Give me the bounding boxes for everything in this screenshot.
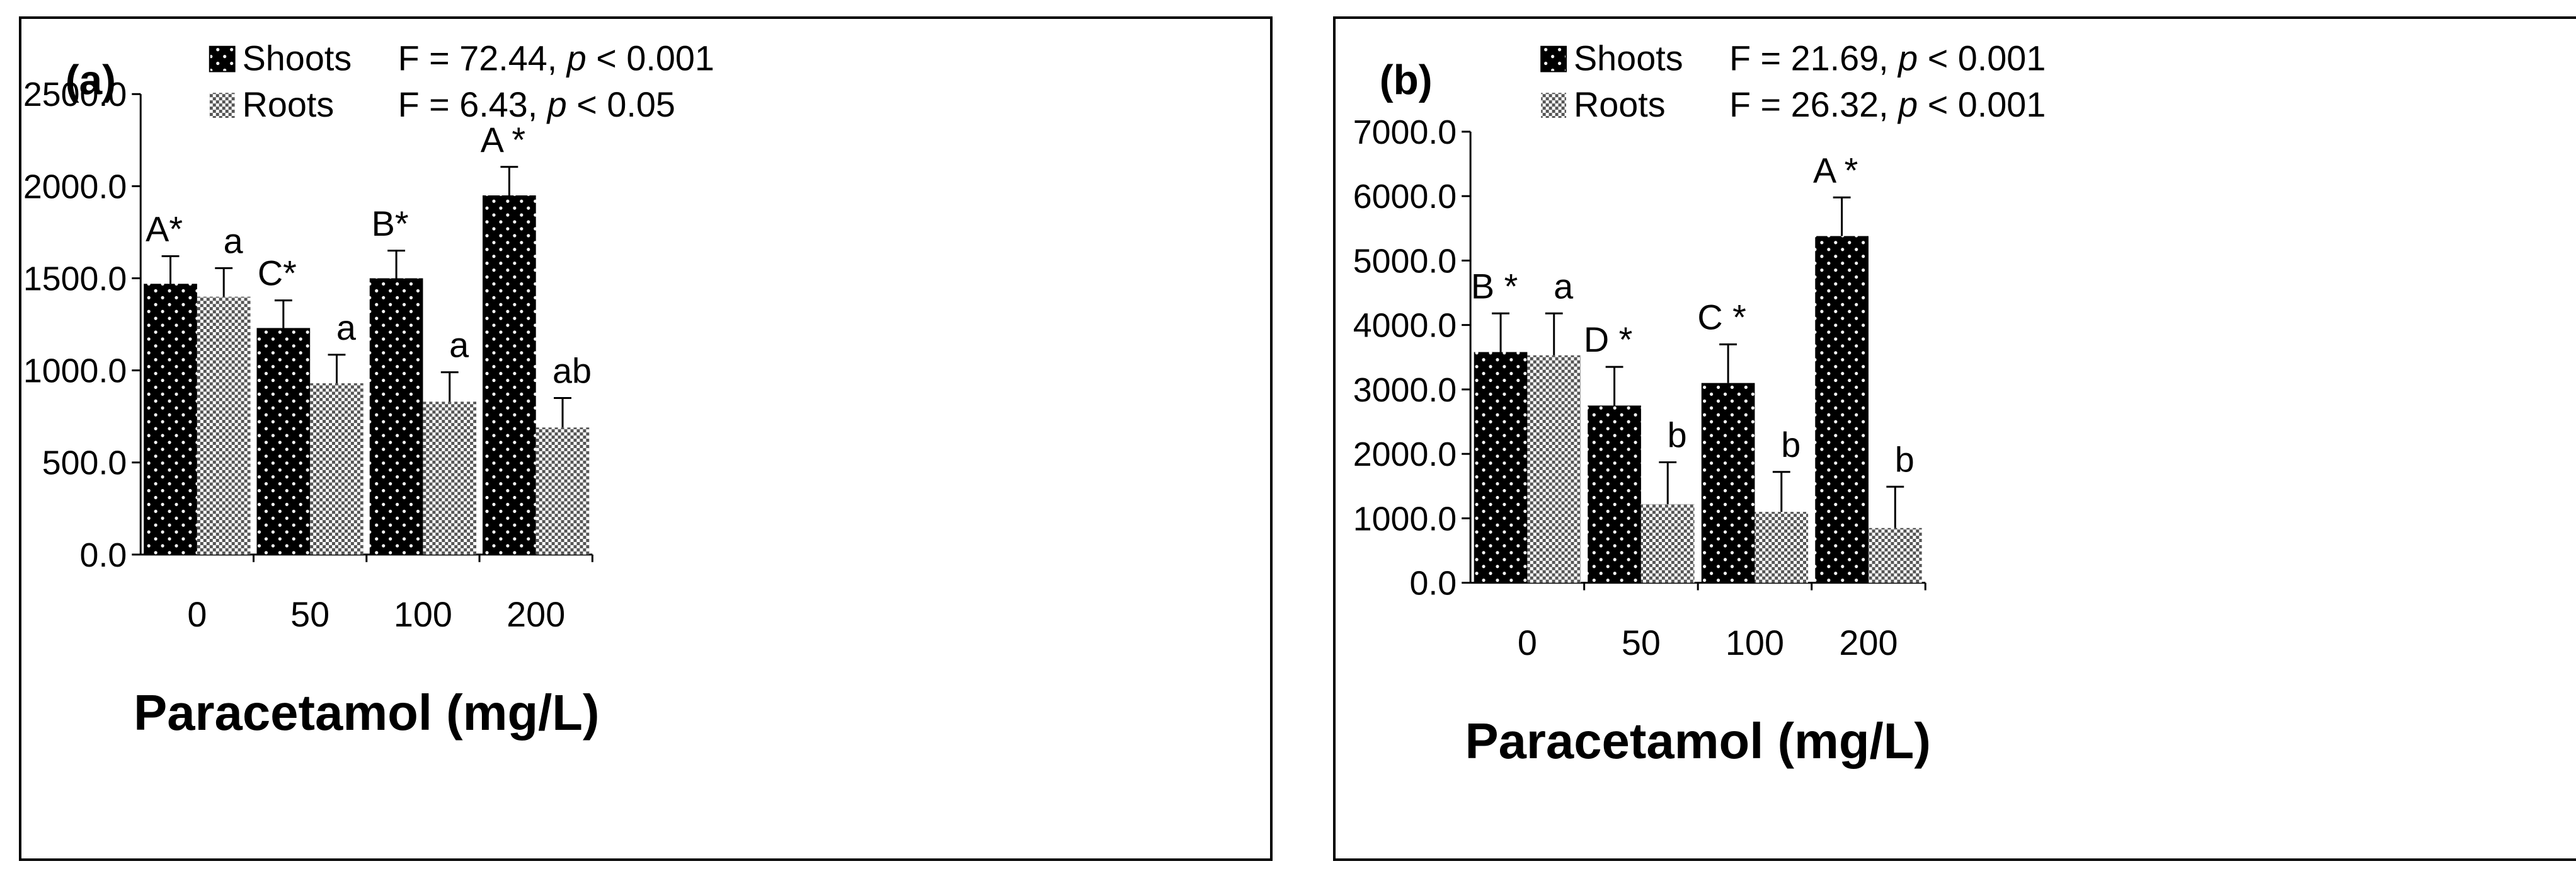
- x-axis-title: Paracetamol (mg/L): [1465, 713, 1930, 769]
- bar-roots: [1755, 512, 1809, 583]
- y-tick-label: 2500.0: [23, 76, 127, 113]
- legend-swatch-shoots: [1540, 45, 1567, 72]
- y-tick-label: 5000.0: [1353, 242, 1457, 280]
- significance-label: A *: [1813, 151, 1858, 190]
- significance-label: B *: [1471, 267, 1518, 306]
- x-tick-label: 0: [187, 595, 207, 634]
- significance-label: b: [1781, 425, 1800, 465]
- y-tick-label: 2000.0: [23, 168, 127, 205]
- y-tick-label: 0.0: [1409, 565, 1457, 603]
- significance-label: ab: [552, 352, 592, 391]
- bar-shoots: [1474, 352, 1528, 583]
- y-tick-label: 1000.0: [1353, 500, 1457, 538]
- legend-label-roots: Roots: [1574, 85, 1666, 124]
- y-tick-label: 7000.0: [1353, 113, 1457, 151]
- legend-label-shoots: Shoots: [1574, 39, 1683, 78]
- significance-label: B*: [372, 204, 409, 243]
- bar-roots: [423, 401, 477, 555]
- significance-label: C*: [258, 254, 297, 293]
- stat-text-roots: F = 26.32, p < 0.001: [1729, 85, 2046, 124]
- y-tick-label: 1500.0: [23, 260, 127, 297]
- y-tick-label: 3000.0: [1353, 371, 1457, 409]
- chart-a-svg: (a) Shoots F = 72.44, p < 0.001 Roots F = 6.…: [23, 39, 714, 741]
- panel-b: (b) Shoots F = 21.69, p < 0.001 Roots F = 26…: [1333, 16, 2576, 861]
- legend-swatch-roots: [209, 93, 235, 118]
- panel-a: (a) Shoots F = 72.44, p < 0.001 Roots F = 6.…: [19, 16, 1273, 861]
- panel-label: (b): [1380, 57, 1433, 103]
- legend-swatch-roots: [1541, 93, 1567, 118]
- y-tick-label: 500.0: [42, 444, 127, 482]
- x-tick-label: 50: [1622, 623, 1661, 662]
- legend-label-shoots: Shoots: [243, 39, 352, 78]
- bar-shoots: [144, 284, 197, 555]
- x-tick-label: 100: [1726, 623, 1784, 662]
- significance-label: b: [1895, 440, 1915, 479]
- bar-roots: [1527, 355, 1581, 583]
- y-tick-label: 4000.0: [1353, 307, 1457, 345]
- bar-shoots: [483, 195, 536, 555]
- legend-swatch-shoots: [209, 45, 236, 72]
- x-tick-label: 200: [507, 595, 565, 634]
- significance-label: b: [1668, 416, 1687, 455]
- significance-label: A*: [146, 210, 183, 249]
- significance-label: a: [336, 308, 356, 347]
- x-axis-title: Paracetamol (mg/L): [134, 684, 599, 741]
- chart-b-svg: (b) Shoots F = 21.69, p < 0.001 Roots F = 26…: [1353, 39, 2046, 769]
- y-tick-label: 2000.0: [1353, 436, 1457, 473]
- y-tick-label: 0.0: [80, 536, 127, 574]
- significance-label: a: [1554, 267, 1573, 306]
- stat-text-shoots: F = 72.44, p < 0.001: [398, 39, 714, 78]
- bar-roots: [197, 296, 251, 555]
- bar-roots: [1868, 528, 1922, 583]
- bar-shoots: [1815, 236, 1869, 583]
- bar-shoots: [369, 278, 423, 555]
- y-tick-label: 6000.0: [1353, 178, 1457, 216]
- stat-text-roots: F = 6.43, p < 0.05: [398, 85, 675, 124]
- significance-label: a: [224, 222, 243, 261]
- bar-roots: [1640, 504, 1695, 583]
- bar-shoots: [1701, 383, 1755, 583]
- bar-shoots: [256, 328, 311, 555]
- significance-label: A *: [481, 120, 525, 159]
- x-tick-label: 100: [394, 595, 452, 634]
- y-tick-label: 1000.0: [23, 352, 127, 390]
- significance-label: C *: [1697, 298, 1746, 337]
- x-tick-label: 50: [290, 595, 329, 634]
- significance-label: D *: [1584, 320, 1632, 359]
- bar-roots: [535, 427, 590, 555]
- bar-shoots: [1588, 405, 1641, 583]
- significance-label: a: [449, 326, 469, 365]
- legend-label-roots: Roots: [243, 85, 335, 124]
- panel-label: (a): [66, 57, 116, 103]
- bar-roots: [310, 383, 364, 555]
- stat-text-shoots: F = 21.69, p < 0.001: [1729, 39, 2046, 78]
- x-tick-label: 0: [1518, 623, 1537, 662]
- x-tick-label: 200: [1839, 623, 1898, 662]
